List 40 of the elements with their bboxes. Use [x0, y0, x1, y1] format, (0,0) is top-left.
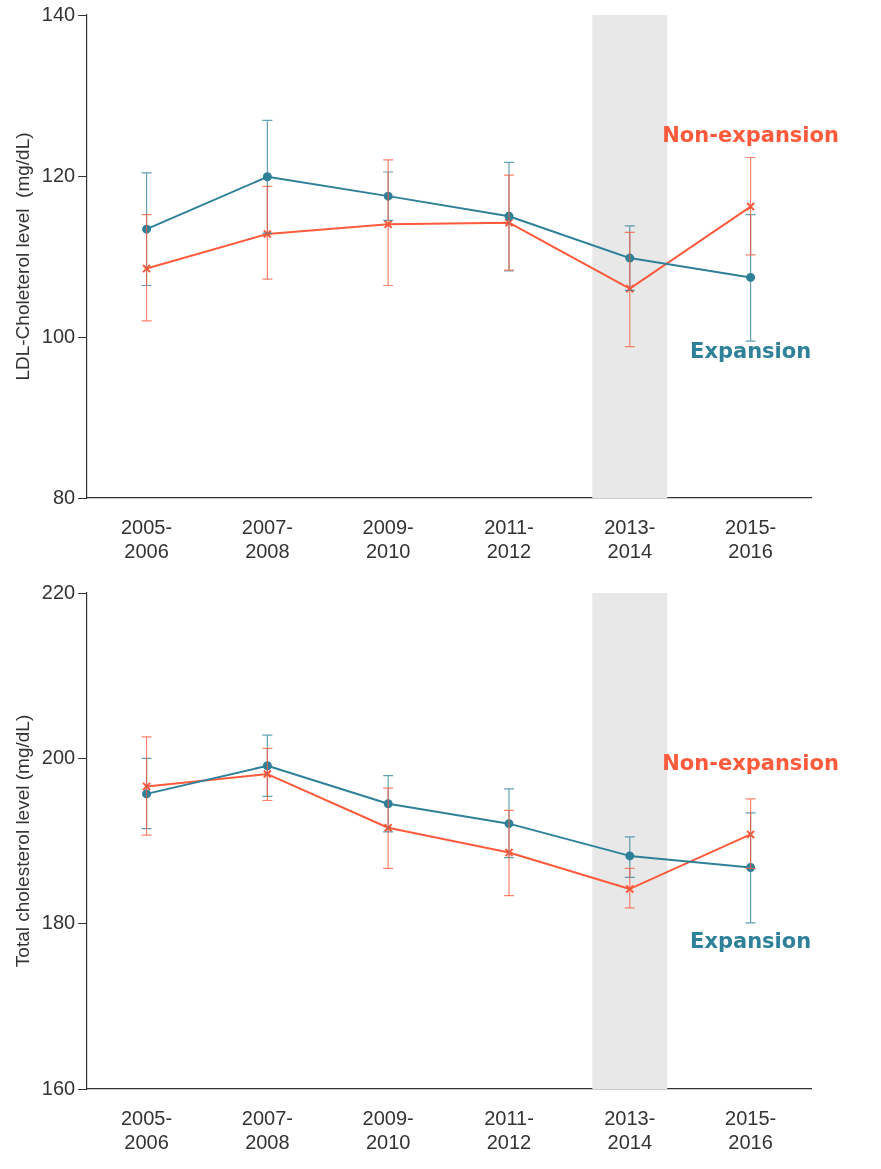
point: [383, 823, 393, 833]
x-tick-label: 2015-2016: [725, 515, 777, 562]
x-tick-label: 2005-2006: [120, 515, 173, 562]
x-tick-label: 2011-2012: [484, 515, 534, 562]
y-axis-title: Total cholesterol level (mg/dL): [11, 714, 33, 968]
point: [504, 848, 514, 858]
text: Non-expansion: [662, 123, 839, 148]
point: [504, 218, 514, 228]
x-tick-label: 2007-2008: [241, 1106, 293, 1153]
text: Expansion: [690, 928, 812, 953]
point: [142, 781, 152, 791]
y-tick-label: 140: [41, 2, 76, 25]
point: [746, 202, 756, 212]
y-tick-label: 180: [41, 911, 76, 934]
x-tick-label: 2013-2014: [604, 1106, 656, 1153]
x-tick-label: 2013-2014: [604, 515, 656, 562]
point: [383, 219, 393, 229]
x-tick-label: 2005-2006: [120, 1106, 173, 1153]
point: [625, 884, 635, 894]
x-tick-label: 2011-2012: [484, 1106, 534, 1153]
y-tick-label: 100: [41, 324, 76, 347]
y-tick-label: 160: [41, 1076, 76, 1099]
x-tick-label: 2015-2016: [725, 1106, 777, 1153]
point: [262, 172, 272, 182]
y-axis-title: LDL-Choleterol level (mg/dL): [11, 132, 33, 381]
x-tick-label: 2007-2008: [241, 515, 293, 562]
point: [625, 284, 635, 294]
point: [262, 769, 272, 779]
point: [746, 272, 756, 282]
point: [746, 829, 756, 839]
y-tick-label: 200: [41, 745, 76, 768]
point: [142, 264, 152, 274]
point: [262, 229, 272, 239]
y-tick-label: 220: [41, 580, 76, 603]
text: Expansion: [690, 338, 812, 363]
text: Non-expansion: [662, 750, 839, 775]
x-tick-label: 2009-2010: [362, 1106, 414, 1153]
y-tick-label: 120: [41, 163, 76, 186]
x-tick-label: 2009-2010: [362, 515, 414, 562]
y-tick-label: 80: [52, 485, 76, 508]
